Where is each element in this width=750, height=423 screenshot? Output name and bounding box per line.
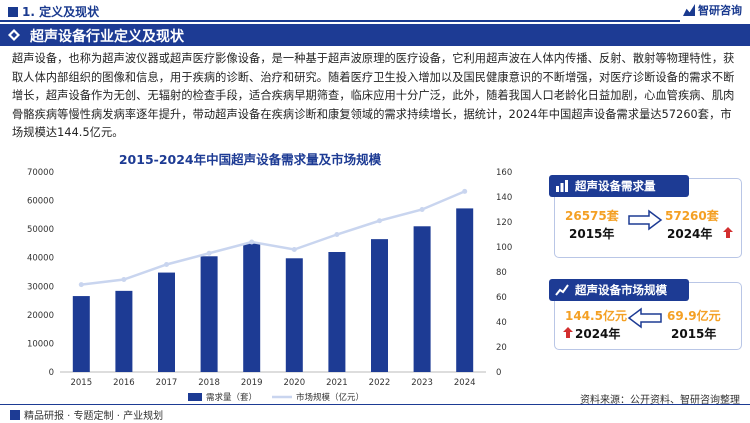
demand-bar [285,258,303,372]
market-size-point [164,262,169,267]
legend-bar-swatch [188,393,202,401]
logo-chart-icon [683,4,695,16]
x-axis-labels: 2015 2016 2017 2018 2019 2020 2021 2022 2023 2024 [70,378,475,388]
right-tick-label: 0 [496,368,501,378]
right-tick-label: 100 [496,243,512,253]
banner-title: 超声设备行业定义及现状 [30,29,184,45]
top-divider [0,20,680,22]
market-size-point [334,232,340,237]
market-size-point [78,282,84,288]
right-tick-label: 140 [496,193,512,203]
demand-bar [328,252,346,372]
market-2015-year: 2015年 [671,327,717,341]
source-note: 资料来源：公开资料、智研咨询整理 [580,395,740,406]
legend-bar-label: 需求量（套） [206,392,257,403]
trend-chart-icon [555,284,569,296]
combo-chart: 0 10000 20000 30000 40000 50000 60000 70000 0 20… [27,168,512,403]
x-tick-label: 2020 [283,378,305,388]
market-2015-value: 69.9亿元 [667,309,721,323]
left-arrow-icon [627,307,662,329]
left-tick-label: 70000 [27,168,54,178]
x-tick-label: 2021 [326,378,348,388]
footer-logo-icon [10,410,20,420]
footer-tagline: 精品研报 · 专题定制 · 产业规划 [10,407,163,422]
market-card-header: 超声设备市场规模 [549,279,689,301]
market-size-line [81,190,466,286]
left-tick-label: 20000 [27,311,54,321]
chart-title: 2015-2024年中国超声设备需求量及市场规模 [118,152,382,167]
market-size-point [462,188,468,194]
x-tick-label: 2023 [411,378,433,388]
line-series [78,188,468,288]
right-tick-label: 120 [496,218,512,228]
left-axis-ticks: 0 10000 20000 30000 40000 50000 60000 70000 [27,168,54,378]
section-square-icon [8,7,18,17]
bar-chart-icon [556,180,568,192]
right-tick-label: 80 [496,268,507,278]
demand-2015-year: 2015年 [569,227,615,241]
market-size-point [206,250,212,256]
demand-card-title: 超声设备需求量 [575,179,656,193]
left-tick-label: 60000 [27,197,54,207]
left-tick-label: 10000 [27,339,54,349]
demand-card-header: 超声设备需求量 [549,175,689,197]
logo-text: 智研咨询 [698,4,742,17]
section-title: 1. 定义及现状 [8,3,99,20]
market-size-point [249,239,255,245]
section-title-text: 1. 定义及现状 [22,5,100,19]
x-tick-label: 2015 [70,378,92,388]
left-tick-label: 30000 [27,282,54,292]
chart-legend: 需求量（套） 市场规模（亿元） [188,392,364,403]
demand-card: 超声设备需求量 26575套 2015年 57260套 2024年 [549,175,742,258]
market-size-point [291,247,297,252]
demand-bar [200,256,218,372]
title-banner: 超声设备行业定义及现状 [0,24,750,46]
left-tick-label: 50000 [27,225,54,235]
demand-bar [456,208,474,372]
right-tick-label: 160 [496,168,512,178]
x-tick-label: 2018 [198,378,220,388]
demand-bar [158,272,175,372]
demand-bar [371,239,388,372]
top-bar: 1. 定义及现状 智研咨询 [0,0,750,22]
x-tick-label: 2017 [156,378,178,388]
demand-bar [413,226,431,372]
market-size-point [377,218,382,224]
demand-bar [72,296,90,372]
market-2024-value: 144.5亿元 [565,309,627,323]
left-tick-label: 0 [49,368,54,378]
brand-logo: 智研咨询 [683,2,742,18]
legend-line-label: 市场规模（亿元） [296,392,364,403]
right-tick-label: 20 [496,343,507,353]
body-paragraph: 超声设备，也称为超声波仪器或超声医疗影像设备，是一种基于超声波原理的医疗设备，它… [12,52,735,139]
demand-2024-value: 57260套 [665,209,719,223]
x-tick-label: 2022 [369,378,391,388]
demand-bar [243,243,261,372]
x-tick-label: 2024 [454,378,476,388]
market-card-title: 超声设备市场规模 [575,283,667,297]
demand-bar [115,290,133,372]
market-card: 超声设备市场规模 144.5亿元 2024年 69.9亿元 2015年 [549,279,742,350]
x-tick-label: 2019 [241,378,263,388]
demand-2024-year: 2024年 [667,227,713,241]
market-size-point [121,277,127,282]
up-arrow-icon [563,327,573,338]
right-axis-ticks: 0 20 40 60 80 100 120 140 160 [496,168,512,378]
left-tick-label: 40000 [27,254,54,264]
right-arrow-icon [628,209,663,231]
footer: 精品研报 · 专题定制 · 产业规划 资料来源：公开资料、智研咨询整理 [0,395,750,423]
right-tick-label: 60 [496,293,507,303]
banner-diamond-icon [8,29,20,41]
x-tick-label: 2016 [113,378,135,388]
up-arrow-icon [723,227,733,238]
demand-2015-value: 26575套 [565,209,619,223]
market-2024-year: 2024年 [575,327,621,341]
footer-tagline-text: 精品研报 · 专题定制 · 产业规划 [24,411,164,422]
market-size-point [419,207,425,212]
right-tick-label: 40 [496,318,507,328]
bar-series [60,208,486,373]
